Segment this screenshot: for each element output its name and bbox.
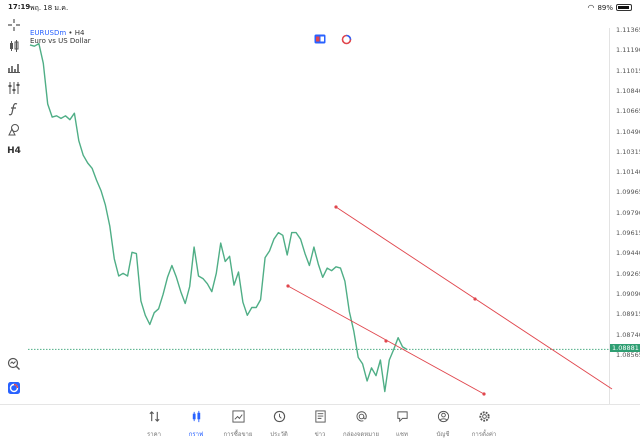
timeframe-label: H4 bbox=[74, 29, 85, 37]
symbol-separator: • bbox=[66, 29, 75, 37]
status-bar: 17:19 พฤ. 18 ม.ค. ◠ 89% bbox=[0, 0, 640, 14]
timeframe-tool-label: H4 bbox=[7, 146, 21, 156]
tab-quotes[interactable]: ราคา bbox=[134, 409, 174, 439]
quotes-icon bbox=[147, 409, 161, 423]
chart-search-icon bbox=[7, 357, 20, 370]
trading-signals-tool[interactable] bbox=[6, 380, 22, 396]
trade-icon bbox=[231, 409, 245, 423]
status-time: 17:19 bbox=[8, 3, 31, 11]
battery-percent: 89% bbox=[597, 3, 613, 12]
status-right: ◠ 89% bbox=[587, 3, 632, 12]
price-axis-label: 1.08740 bbox=[616, 330, 640, 339]
price-line-series bbox=[29, 42, 408, 393]
price-axis-label: 1.08565 bbox=[616, 350, 640, 359]
price-axis-label: 1.09615 bbox=[616, 229, 640, 237]
tab-settings[interactable]: การตั้งค่า bbox=[464, 409, 504, 439]
tab-label: ข่าว bbox=[314, 431, 326, 438]
crosshair-icon bbox=[8, 19, 20, 31]
price-plot bbox=[28, 42, 613, 396]
tab-label: แชท bbox=[396, 431, 408, 438]
shapes-tool[interactable] bbox=[6, 122, 22, 138]
price-axis-label: 1.09090 bbox=[616, 289, 640, 298]
chart-type-tool[interactable] bbox=[6, 38, 22, 54]
battery-fill bbox=[618, 6, 629, 9]
chart-mini-buttons bbox=[314, 34, 352, 44]
history-icon bbox=[272, 409, 286, 423]
tab-chat[interactable]: แชท bbox=[382, 409, 422, 439]
news-icon bbox=[313, 409, 327, 423]
ring-icon bbox=[341, 34, 351, 44]
price-axis-label: 1.10315 bbox=[616, 147, 640, 156]
price-axis-label: 1.10140 bbox=[616, 168, 640, 177]
trendline-anchor[interactable] bbox=[334, 205, 338, 209]
tab-label: การตั้งค่า bbox=[471, 431, 497, 438]
price-axis-label: 1.09440 bbox=[616, 249, 640, 258]
price-axis-label: 1.11015 bbox=[616, 66, 640, 75]
chart-symbol-line: EURUSDm • H4 bbox=[30, 29, 85, 37]
tab-label: บัญชี bbox=[436, 431, 450, 438]
trendline-anchor[interactable] bbox=[473, 297, 477, 301]
indicators-window-button[interactable] bbox=[340, 34, 352, 44]
left-toolbar: H4 bbox=[0, 14, 28, 404]
wifi-icon: ◠ bbox=[587, 3, 595, 12]
trendline-anchor[interactable] bbox=[482, 392, 486, 396]
price-axis-label: 1.09790 bbox=[616, 208, 640, 217]
indicators-icon bbox=[8, 64, 20, 73]
candles-icon bbox=[10, 40, 19, 52]
tab-label: กล่องจดหมาย bbox=[342, 431, 380, 438]
price-axis-label: 1.10840 bbox=[616, 86, 640, 95]
mailbox-icon bbox=[354, 409, 368, 423]
function-tool[interactable] bbox=[6, 101, 22, 117]
tab-news[interactable]: ข่าว bbox=[300, 409, 340, 439]
tab-history[interactable]: ประวัติ bbox=[259, 409, 299, 439]
one-click-trading-button[interactable] bbox=[314, 34, 326, 44]
tab-label: การซื้อขาย bbox=[223, 431, 253, 438]
symbol-description: Euro vs US Dollar bbox=[30, 37, 91, 45]
trendline-anchor[interactable] bbox=[286, 284, 290, 288]
tab-label: ราคา bbox=[147, 431, 161, 438]
price-axis-divider bbox=[609, 28, 610, 418]
tab-chart[interactable]: กราฟ bbox=[176, 409, 216, 439]
bottom-tab-bar: ราคา กราฟ การซื้อขาย ประวัติ ข่าว กล่องจ… bbox=[0, 404, 640, 447]
chart-icon bbox=[189, 409, 203, 423]
function-icon bbox=[8, 103, 18, 116]
price-axis-label: 1.10665 bbox=[616, 107, 640, 116]
shapes-icon bbox=[8, 124, 19, 136]
tab-label: ประวัติ bbox=[270, 431, 288, 438]
status-date: พฤ. 18 ม.ค. bbox=[30, 4, 69, 12]
current-price-tag: 1.08881 bbox=[610, 344, 640, 352]
indicators-tool[interactable] bbox=[6, 59, 22, 75]
price-axis-label: 1.11190 bbox=[616, 46, 640, 55]
one-click-icon bbox=[314, 34, 326, 44]
zoom-tool[interactable] bbox=[6, 356, 22, 372]
settings-icon bbox=[477, 409, 491, 423]
account-icon bbox=[436, 409, 450, 423]
symbol-name: EURUSDm bbox=[30, 29, 67, 37]
tab-trade[interactable]: การซื้อขาย bbox=[218, 409, 258, 439]
trendline-anchor[interactable] bbox=[384, 339, 388, 343]
chat-icon bbox=[395, 409, 409, 423]
objects-tool[interactable] bbox=[6, 80, 22, 96]
price-axis-label: 1.11365 bbox=[616, 26, 640, 34]
chart-area[interactable]: EURUSDm • H4 Euro vs US Dollar 1.113651 bbox=[0, 14, 640, 419]
tab-label: กราฟ bbox=[188, 431, 204, 438]
price-axis-label: 1.09265 bbox=[616, 269, 640, 278]
battery-icon bbox=[616, 4, 632, 11]
app-logo-icon bbox=[8, 382, 20, 394]
price-axis-label: 1.10490 bbox=[616, 127, 640, 136]
tab-account[interactable]: บัญชี bbox=[423, 409, 463, 439]
crosshair-tool[interactable] bbox=[6, 17, 22, 33]
price-axis-label: 1.08915 bbox=[616, 310, 640, 319]
price-axis-label: 1.09965 bbox=[616, 188, 640, 197]
tab-mailbox[interactable]: กล่องจดหมาย bbox=[341, 409, 381, 439]
sliders-icon bbox=[8, 82, 20, 94]
timeframe-tool[interactable]: H4 bbox=[6, 143, 22, 159]
